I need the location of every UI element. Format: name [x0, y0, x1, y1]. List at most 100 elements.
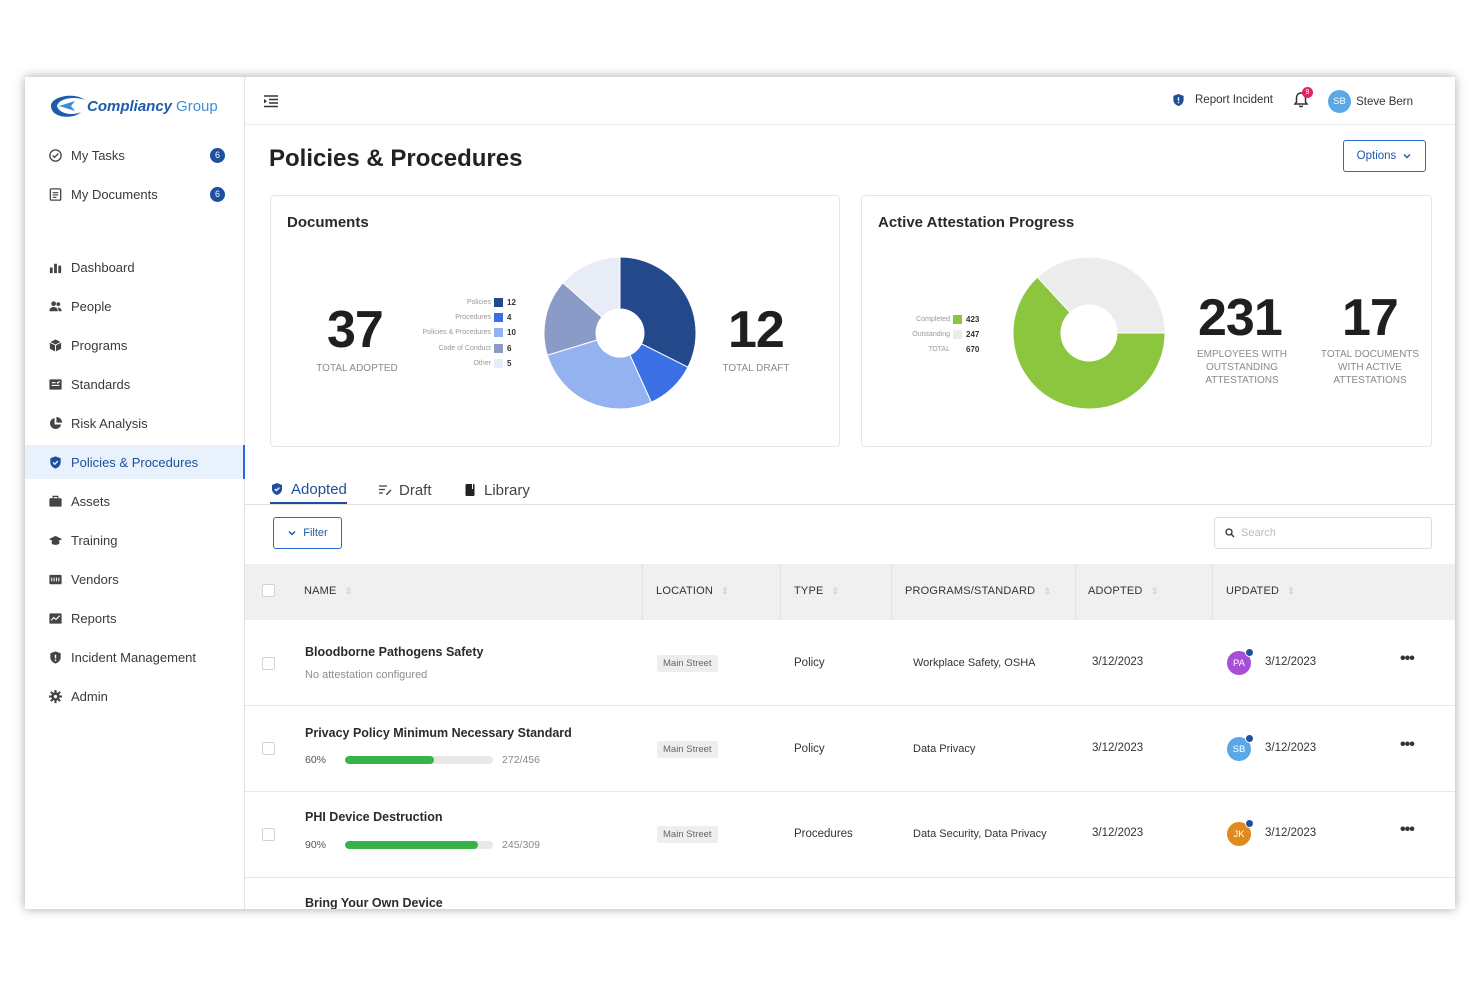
sidebar-item-programs[interactable]: Programs	[25, 328, 245, 362]
sidebar: Compliancy Group My Tasks 6 My Documents…	[25, 77, 245, 909]
sidebar-item-label: Programs	[71, 337, 128, 353]
top-bar: Report Incident 9 SB Steve Bern	[245, 77, 1455, 125]
report-incident-button[interactable]: Report Incident	[1172, 93, 1273, 107]
more-actions-icon[interactable]: •••	[1400, 821, 1415, 838]
location-tag: Main Street	[657, 741, 718, 758]
attestation-progress: 60% 272/456	[305, 754, 540, 766]
sidebar-item-my-tasks[interactable]: My Tasks 6	[25, 138, 245, 172]
sidebar-item-my-documents[interactable]: My Documents 6	[25, 177, 245, 211]
document-name[interactable]: Bloodborne Pathogens Safety	[305, 645, 484, 659]
tab-label: Draft	[399, 481, 432, 499]
shield-icon	[47, 454, 63, 470]
more-actions-icon[interactable]: •••	[1400, 650, 1415, 667]
updated-date: 3/12/2023	[1265, 742, 1317, 754]
legend-swatch	[494, 298, 503, 307]
avatar: JK	[1227, 819, 1254, 846]
sidebar-item-label: Policies & Procedures	[71, 454, 199, 470]
row-checkbox[interactable]	[262, 828, 275, 841]
progress-fill	[345, 841, 479, 849]
progress-count: 272/456	[502, 754, 540, 766]
sidebar-item-label: People	[71, 298, 112, 314]
table-row[interactable]: Privacy Policy Minimum Necessary Standar…	[245, 706, 1455, 792]
column-header-name[interactable]: NAME ⇕	[304, 585, 353, 597]
document-name[interactable]: Bring Your Own Device	[305, 896, 443, 909]
sidebar-item-people[interactable]: People	[25, 289, 245, 323]
legend-swatch	[953, 330, 962, 339]
total-docs-active-value: 17	[1342, 289, 1399, 347]
sidebar-item-dashboard[interactable]: Dashboard	[25, 250, 245, 284]
pie-icon	[47, 415, 63, 431]
sidebar-item-policies-procedures[interactable]: Policies & Procedures	[25, 445, 245, 479]
cube-icon	[47, 337, 63, 353]
sidebar-item-vendors[interactable]: Vendors	[25, 562, 245, 596]
legend-item: Policies & Procedures 10	[422, 328, 516, 337]
sidebar-item-label: Vendors	[71, 571, 119, 587]
sidebar-item-label: My Documents	[71, 186, 158, 202]
donut-slice-code-of-conduct[interactable]	[543, 282, 603, 356]
column-header-updated[interactable]: UPDATED ⇕	[1226, 585, 1295, 597]
search-placeholder: Search	[1241, 527, 1276, 539]
tab-draft[interactable]: Draft	[378, 476, 432, 504]
column-header-programs[interactable]: PROGRAMS/STANDARD ⇕	[905, 585, 1052, 597]
legend-total: TOTAL 670	[928, 345, 980, 354]
page-title: Policies & Procedures	[269, 145, 523, 172]
type-cell: Policy	[794, 657, 825, 669]
avatar: PA	[1227, 648, 1254, 675]
user-name[interactable]: Steve Bern	[1356, 96, 1413, 108]
donut-slice-policies-procedures[interactable]	[546, 339, 652, 410]
donut-slice-completed[interactable]	[1012, 276, 1166, 410]
verified-icon	[1245, 734, 1254, 743]
standards-icon	[47, 376, 63, 392]
row-checkbox[interactable]	[262, 657, 275, 670]
table-row[interactable]: PHI Device Destruction 90% 245/309 Main …	[245, 792, 1455, 878]
brand-name: Compliancy	[87, 97, 173, 115]
adopted-date: 3/12/2023	[1092, 742, 1144, 754]
progress-percent: 60%	[305, 754, 327, 766]
table-row[interactable]: Bloodborne Pathogens Safety No attestati…	[245, 620, 1455, 706]
sidebar-item-admin[interactable]: Admin	[25, 679, 245, 713]
verified-icon	[1245, 819, 1254, 828]
shield-alert-icon	[47, 649, 63, 665]
sidebar-item-risk-analysis[interactable]: Risk Analysis	[25, 406, 245, 440]
document-name[interactable]: Privacy Policy Minimum Necessary Standar…	[305, 726, 572, 740]
more-actions-icon[interactable]: •••	[1400, 736, 1415, 753]
progress-fill	[345, 756, 434, 764]
filter-button[interactable]: Filter	[273, 517, 342, 549]
avatar: SB	[1227, 734, 1254, 761]
options-button[interactable]: Options	[1343, 140, 1426, 172]
progress-bar	[345, 756, 494, 764]
row-checkbox[interactable]	[262, 742, 275, 755]
table-row[interactable]: Bring Your Own Device	[245, 878, 1455, 909]
donut-slice-outstanding[interactable]	[1036, 256, 1166, 334]
programs-cell: Workplace Safety, OSHA	[913, 657, 1036, 669]
tab-library[interactable]: Library	[463, 476, 530, 504]
sidebar-item-assets[interactable]: Assets	[25, 484, 245, 518]
sidebar-item-incident-management[interactable]: Incident Management	[25, 640, 245, 674]
sort-icon: ⇕	[1287, 586, 1295, 596]
progress-bar	[345, 841, 494, 849]
sidebar-item-standards[interactable]: Standards	[25, 367, 245, 401]
column-header-adopted[interactable]: ADOPTED ⇕	[1088, 585, 1159, 597]
user-avatar[interactable]: SB	[1328, 90, 1351, 113]
donut-slice-other[interactable]	[562, 256, 621, 318]
tab-bar: Adopted Draft Library	[245, 472, 1455, 505]
search-input[interactable]: Search	[1214, 517, 1432, 549]
sidebar-item-label: Incident Management	[71, 649, 197, 665]
menu-collapse-icon[interactable]	[263, 93, 279, 109]
donut-slice-policies[interactable]	[619, 256, 697, 368]
tab-adopted[interactable]: Adopted	[270, 476, 347, 504]
type-cell: Policy	[794, 743, 825, 755]
document-name[interactable]: PHI Device Destruction	[305, 810, 443, 824]
gear-icon	[47, 688, 63, 704]
tab-label: Adopted	[291, 480, 347, 498]
sidebar-item-training[interactable]: Training	[25, 523, 245, 557]
column-header-location[interactable]: LOCATION ⇕	[656, 585, 729, 597]
select-all-checkbox[interactable]	[262, 584, 275, 597]
updated-date: 3/12/2023	[1265, 827, 1317, 839]
progress-count: 245/309	[502, 839, 540, 851]
total-adopted-value: 37	[327, 301, 384, 359]
sidebar-item-reports[interactable]: Reports	[25, 601, 245, 635]
legend-item: Procedures 4	[455, 313, 512, 322]
column-header-type[interactable]: TYPE ⇕	[794, 585, 840, 597]
logo[interactable]: Compliancy Group	[45, 89, 218, 123]
